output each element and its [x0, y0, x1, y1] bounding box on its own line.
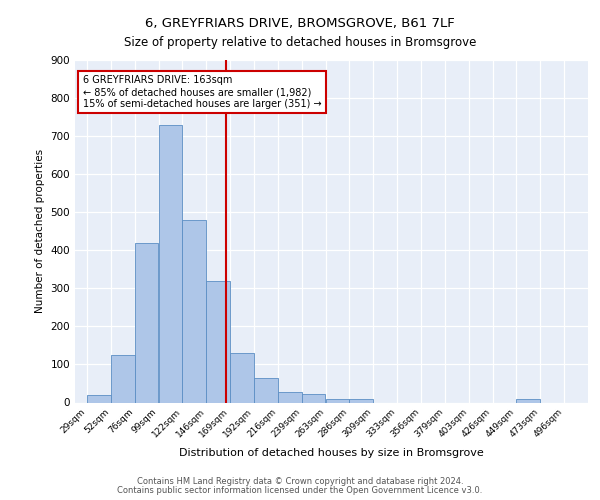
- Text: Size of property relative to detached houses in Bromsgrove: Size of property relative to detached ho…: [124, 36, 476, 49]
- Bar: [230, 353, 254, 403]
- Bar: [135, 242, 158, 402]
- Bar: [182, 220, 206, 402]
- Bar: [254, 378, 278, 402]
- Y-axis label: Number of detached properties: Number of detached properties: [35, 149, 45, 314]
- Bar: [517, 400, 540, 402]
- Text: Contains HM Land Registry data © Crown copyright and database right 2024.: Contains HM Land Registry data © Crown c…: [137, 477, 463, 486]
- Bar: [302, 394, 325, 402]
- Bar: [87, 395, 111, 402]
- Text: 6 GREYFRIARS DRIVE: 163sqm
← 85% of detached houses are smaller (1,982)
15% of s: 6 GREYFRIARS DRIVE: 163sqm ← 85% of deta…: [83, 76, 322, 108]
- Text: Contains public sector information licensed under the Open Government Licence v3: Contains public sector information licen…: [118, 486, 482, 495]
- Bar: [326, 398, 349, 402]
- Bar: [278, 392, 302, 402]
- Bar: [111, 355, 134, 403]
- X-axis label: Distribution of detached houses by size in Bromsgrove: Distribution of detached houses by size …: [179, 448, 484, 458]
- Text: 6, GREYFRIARS DRIVE, BROMSGROVE, B61 7LF: 6, GREYFRIARS DRIVE, BROMSGROVE, B61 7LF: [145, 18, 455, 30]
- Bar: [349, 400, 373, 402]
- Bar: [206, 280, 230, 402]
- Bar: [158, 124, 182, 402]
